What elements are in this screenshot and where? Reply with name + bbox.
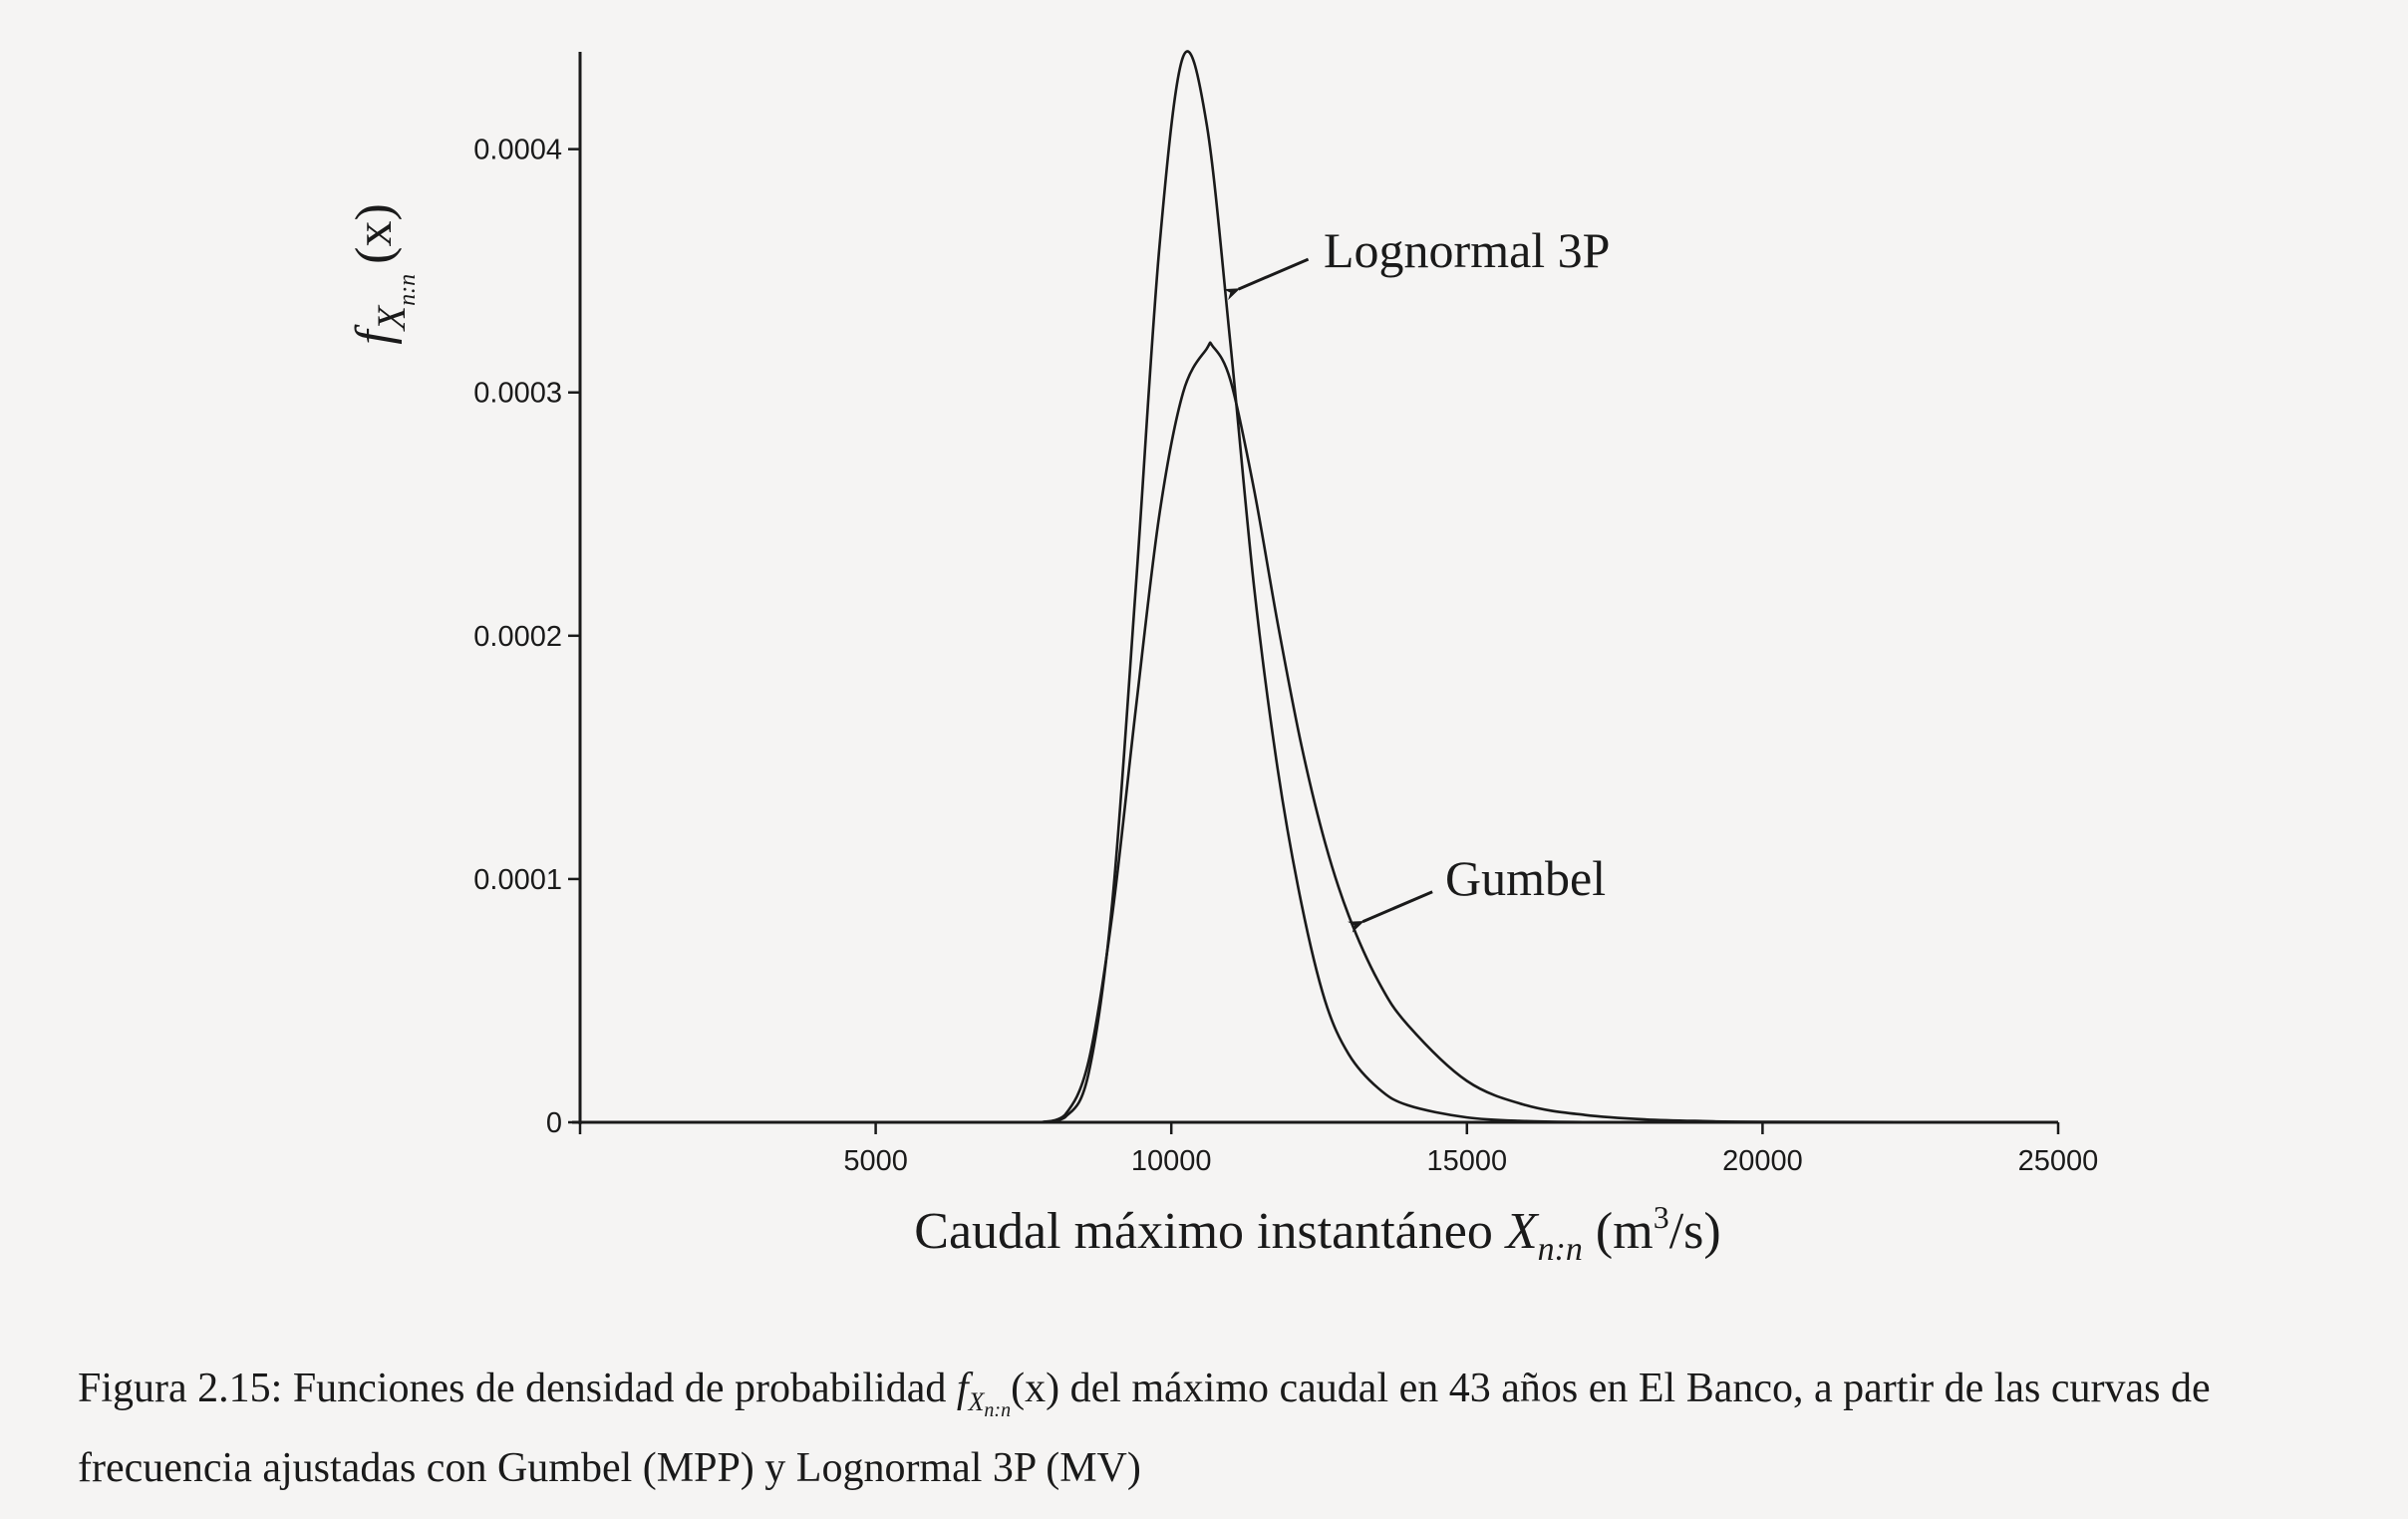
y-tick-label-0: 0 [546,1107,562,1139]
caption-math-x: X [968,1387,985,1417]
y-tick-label-2: 0.0002 [473,621,562,653]
series-line-gumbel [1041,341,2059,1124]
lognormal-annotation-label: Lognormal 3P [1324,222,1610,278]
caption-math-arg: (x) [1011,1366,1060,1411]
y-tick-label-1: 0.0001 [473,864,562,896]
y-axis-title: fXn:n(x) [346,203,421,345]
figure-caption: Figura 2.15: Funciones de densidad de pr… [78,1361,2370,1497]
x-axis-title: Caudal máximo instantáneo Xn:n (m3/s) [914,1199,1720,1268]
caption-math-sub: n:n [984,1399,1012,1422]
lognormal-arrow [1223,257,1310,301]
caption-lead: Figura 2.15: Funciones de densidad de pr… [78,1366,957,1411]
x-tick-label-2: 10000 [1131,1145,1212,1177]
annotations: Lognormal 3P Gumbel [1223,222,1610,933]
gumbel-annotation-label: Gumbel [1445,850,1606,906]
series-lines [1041,50,2059,1124]
x-tick-label-1: 5000 [843,1145,908,1177]
x-ticks: 5000 10000 15000 20000 25000 [578,1122,2099,1177]
x-tick-label-4: 20000 [1722,1145,1803,1177]
caption-rest: del máximo caudal en 43 años en El Banco… [78,1366,2211,1491]
x-tick-label-3: 15000 [1426,1145,1507,1177]
series-line-lognormal-3p [1041,50,2058,1124]
y-ticks: 0 0.0001 0.0002 0.0003 0.0004 [473,135,580,1139]
y-tick-label-3: 0.0003 [473,378,562,410]
x-tick-label-5: 25000 [2018,1145,2099,1177]
y-tick-label-4: 0.0004 [473,135,562,166]
gumbel-arrow [1347,890,1433,933]
caption-math-f: f [956,1366,969,1411]
